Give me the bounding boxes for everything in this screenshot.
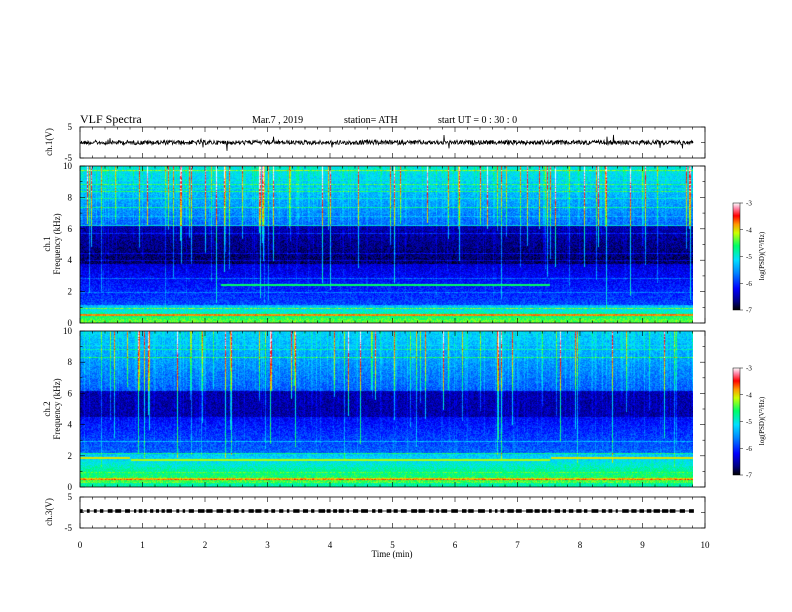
- ch3-pulse: [689, 509, 694, 513]
- x-tick-label: 4: [328, 540, 333, 550]
- ch1-spectrogram-yticklabels: 0 2 4 6 8 10: [63, 161, 73, 328]
- colorbar-tick-label: -6: [746, 280, 752, 288]
- colorbar-tick-label: -3: [746, 200, 752, 208]
- ch2-spectrogram-ylabel-line2: Frequency (kHz): [52, 378, 62, 439]
- ch2-colorbar-ticks: -3 -4 -5 -6 -7: [740, 365, 752, 480]
- ch3-waveform-ticks: [79, 496, 706, 529]
- ch3-waveform-panel: 5 -5 ch.3(V) 0 1 2 3 4 5 6 7 8 9 10 Time (min): [44, 492, 710, 559]
- y-tick-label: 4: [68, 420, 73, 430]
- y-tick-label: 8: [68, 192, 73, 202]
- figure-title: VLF Spectra: [80, 112, 142, 126]
- time-axis-ticklabels: 0 1 2 3 4 5 6 7 8 9 10: [78, 540, 710, 550]
- y-tick-label: 4: [68, 255, 73, 265]
- ch1-spectrogram-ylabel-line2: Frequency (kHz): [52, 213, 62, 274]
- y-tick-label: 10: [63, 161, 73, 171]
- x-tick-label: 6: [453, 540, 458, 550]
- ch1-spectrogram-ticks: [79, 165, 706, 324]
- y-tick-label: 2: [68, 287, 73, 297]
- ch1-colorbar-label: log(PSD)(V²/Hz): [758, 231, 766, 280]
- ch2-colorbar-label: log(PSD)(V²/Hz): [758, 396, 766, 445]
- colorbar-tick-label: -6: [746, 445, 752, 453]
- x-tick-label: 0: [78, 540, 83, 550]
- x-tick-label: 5: [390, 540, 395, 550]
- ch1-ytick-bottom: -5: [65, 153, 73, 163]
- colorbar-tick-label: -3: [746, 365, 752, 373]
- ch3-waveform-line: [80, 509, 694, 513]
- colorbar-tick-label: -4: [746, 391, 752, 399]
- x-tick-label: 10: [701, 540, 711, 550]
- ch1-waveform-line: [80, 134, 694, 151]
- ch1-waveform-ylabel: ch.1(V): [44, 128, 54, 156]
- colorbar-tick-label: -4: [746, 226, 752, 234]
- ch3-ytick-top: 5: [68, 492, 73, 502]
- ch1-colorbar: [732, 202, 741, 311]
- ch2-colorbar: [732, 367, 741, 476]
- start-time-label: start UT = 0 : 30 : 0: [438, 115, 517, 126]
- y-tick-label: 2: [68, 451, 73, 461]
- x-tick-label: 2: [203, 540, 208, 550]
- ch1-ytick-top: 5: [68, 122, 73, 132]
- ch1-spectrogram-image: [80, 166, 693, 323]
- time-axis-label: Time (min): [372, 549, 413, 559]
- ch1-waveform-ticks: [79, 126, 706, 159]
- colorbar-tick-label: -7: [746, 307, 752, 315]
- ch1-spectrogram-ylabel-line1: ch.1: [42, 236, 52, 251]
- y-tick-label: 6: [68, 388, 73, 398]
- colorbar-tick-label: -5: [746, 418, 752, 426]
- date-label: Mar.7 , 2019: [252, 115, 303, 126]
- colorbar-tick-label: -5: [746, 253, 752, 261]
- x-tick-label: 9: [640, 540, 645, 550]
- x-tick-label: 7: [515, 540, 520, 550]
- y-tick-label: 0: [68, 318, 73, 328]
- y-tick-label: 10: [63, 326, 73, 336]
- x-tick-label: 1: [140, 540, 145, 550]
- ch3-ytick-bottom: -5: [65, 523, 73, 533]
- y-tick-label: 0: [68, 482, 73, 492]
- ch3-waveform-ylabel: ch.3(V): [44, 498, 54, 526]
- colorbar-tick-label: -7: [746, 472, 752, 480]
- x-tick-label: 3: [265, 540, 270, 550]
- y-tick-label: 8: [68, 357, 73, 367]
- x-tick-label: 8: [578, 540, 583, 550]
- ch2-spectrogram-yticklabels: 0 2 4 6 8 10: [63, 326, 73, 492]
- ch2-spectrogram-ticks: [79, 330, 706, 488]
- ch1-colorbar-ticks: -3 -4 -5 -6 -7: [740, 200, 752, 315]
- ch1-waveform-panel: 5 -5 ch.1(V): [44, 122, 706, 163]
- ch2-spectrogram-image: [80, 331, 693, 487]
- y-tick-label: 6: [68, 224, 73, 234]
- station-label: station= ATH: [344, 115, 398, 126]
- ch2-spectrogram-ylabel-line1: ch.2: [42, 401, 52, 416]
